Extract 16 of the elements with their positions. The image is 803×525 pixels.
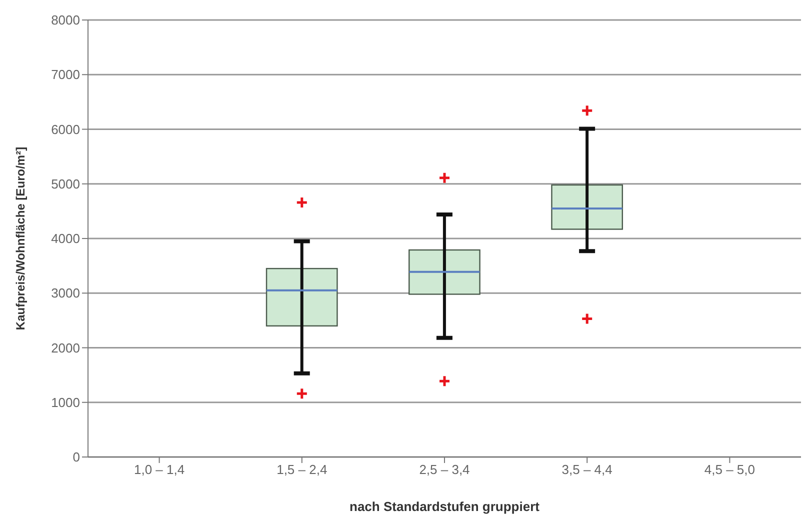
x-tick-label: 1,5 – 2,4 (276, 462, 328, 478)
y-tick-label: 0 (72, 450, 80, 465)
x-tick-label: 1,0 – 1,4 (134, 462, 185, 478)
y-tick-label: 5000 (51, 176, 80, 192)
x-axis-title: nach Standardstufen gruppiert (350, 499, 540, 514)
x-tick-label: 3,5 – 4,4 (562, 462, 612, 478)
y-tick-label: 1000 (51, 394, 80, 410)
y-tick-label: 6000 (51, 122, 80, 137)
x-tick-label: 4,5 – 5,0 (704, 462, 756, 478)
y-axis-title: Kaufpreis/Wohnfläche [Euro/m²] (13, 146, 28, 330)
y-tick-label: 3000 (51, 286, 80, 301)
y-tick-label: 2000 (51, 340, 80, 356)
y-tick-label: 4000 (51, 231, 80, 246)
y-tick-label: 7000 (51, 67, 80, 82)
y-tick-label: 8000 (51, 12, 80, 28)
x-tick-label: 2,5 – 3,4 (419, 462, 470, 478)
